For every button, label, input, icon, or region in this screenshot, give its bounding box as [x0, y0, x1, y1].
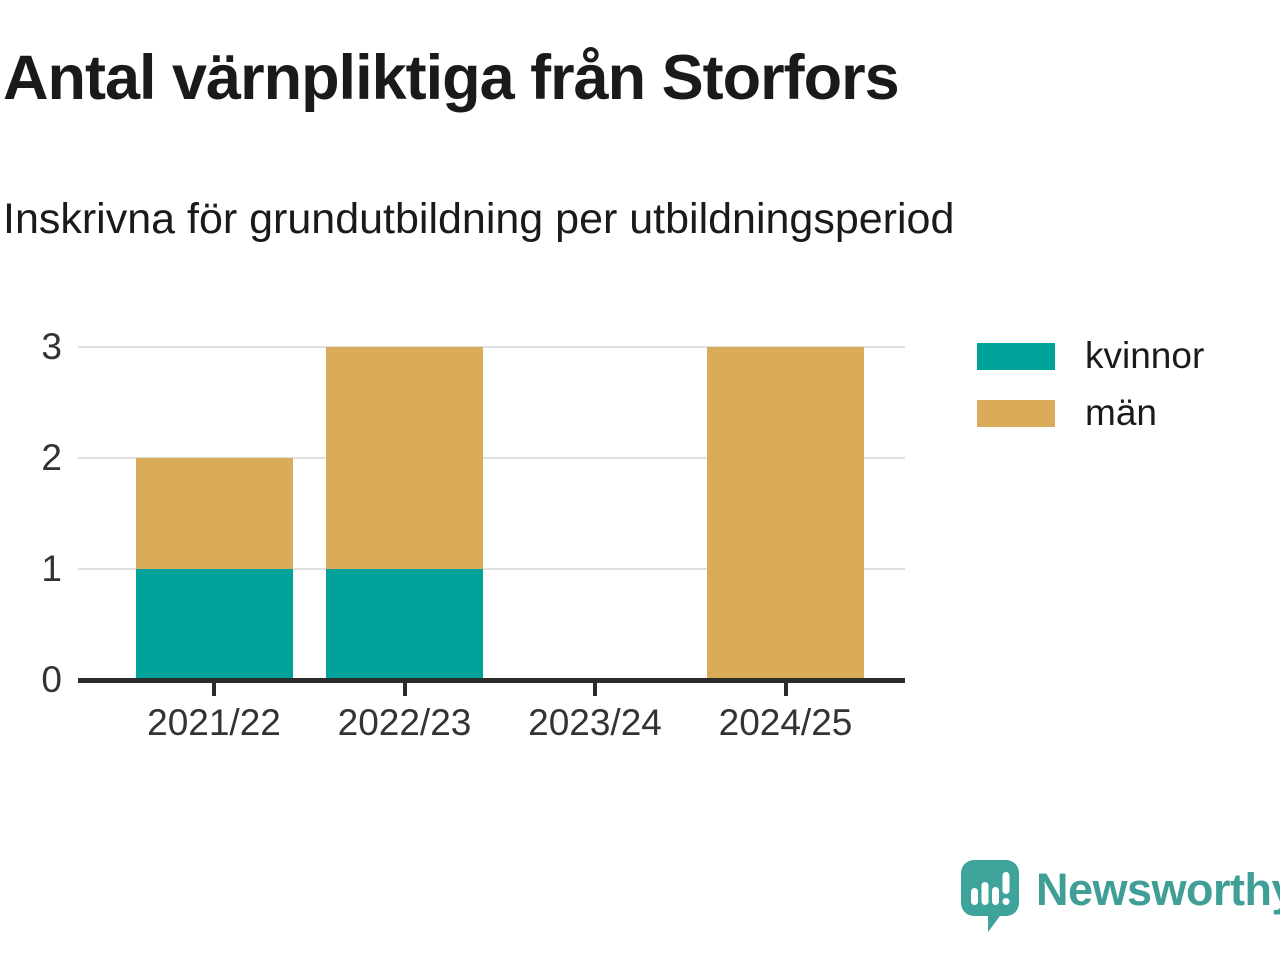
y-tick-label: 1 [41, 548, 62, 589]
x-axis-line [78, 678, 905, 683]
gridline-y1 [78, 568, 905, 570]
x-tick-2023/24 [593, 683, 597, 696]
x-tick-2024/25 [783, 683, 788, 696]
x-tick-label: 2022/23 [337, 702, 472, 743]
bar-män-2024/25 [707, 347, 864, 680]
legend-swatch-män [977, 399, 1055, 427]
chart-subtitle: Inskrivna för grundutbildning per utbild… [3, 195, 955, 243]
legend-label-kvinnor: kvinnor [1085, 335, 1205, 376]
legend-item-män: män [977, 393, 1204, 433]
legend-swatch-kvinnor [977, 342, 1055, 370]
x-tick-2021/22 [212, 683, 216, 696]
newsworthy-logo-text: Newsworthy [1036, 864, 1280, 915]
legend: kvinnor män [977, 336, 1204, 433]
x-tick-label: 2021/22 [147, 702, 281, 743]
bar-män-2022/23 [326, 347, 483, 569]
y-tick-label: 2 [41, 437, 62, 478]
newsworthy-logo: Newsworthy [961, 860, 1280, 934]
newsworthy-logo-icon [961, 860, 1019, 932]
gridline-y2 [78, 457, 905, 459]
bar-kvinnor-2021/22 [135, 569, 293, 680]
x-tick-label: 2023/24 [528, 702, 662, 743]
x-tick-label: 2024/25 [718, 702, 853, 743]
y-tick-label: 0 [41, 659, 62, 700]
bar-män-2021/22 [135, 458, 293, 569]
legend-item-kvinnor: kvinnor [977, 336, 1204, 376]
chart-title: Antal värnpliktiga från Storfors [3, 43, 900, 113]
bar-kvinnor-2022/23 [326, 569, 483, 680]
y-tick-label: 3 [41, 326, 62, 367]
gridline-y3 [78, 346, 905, 348]
x-tick-2022/23 [402, 683, 407, 696]
legend-label-män: män [1085, 392, 1157, 433]
